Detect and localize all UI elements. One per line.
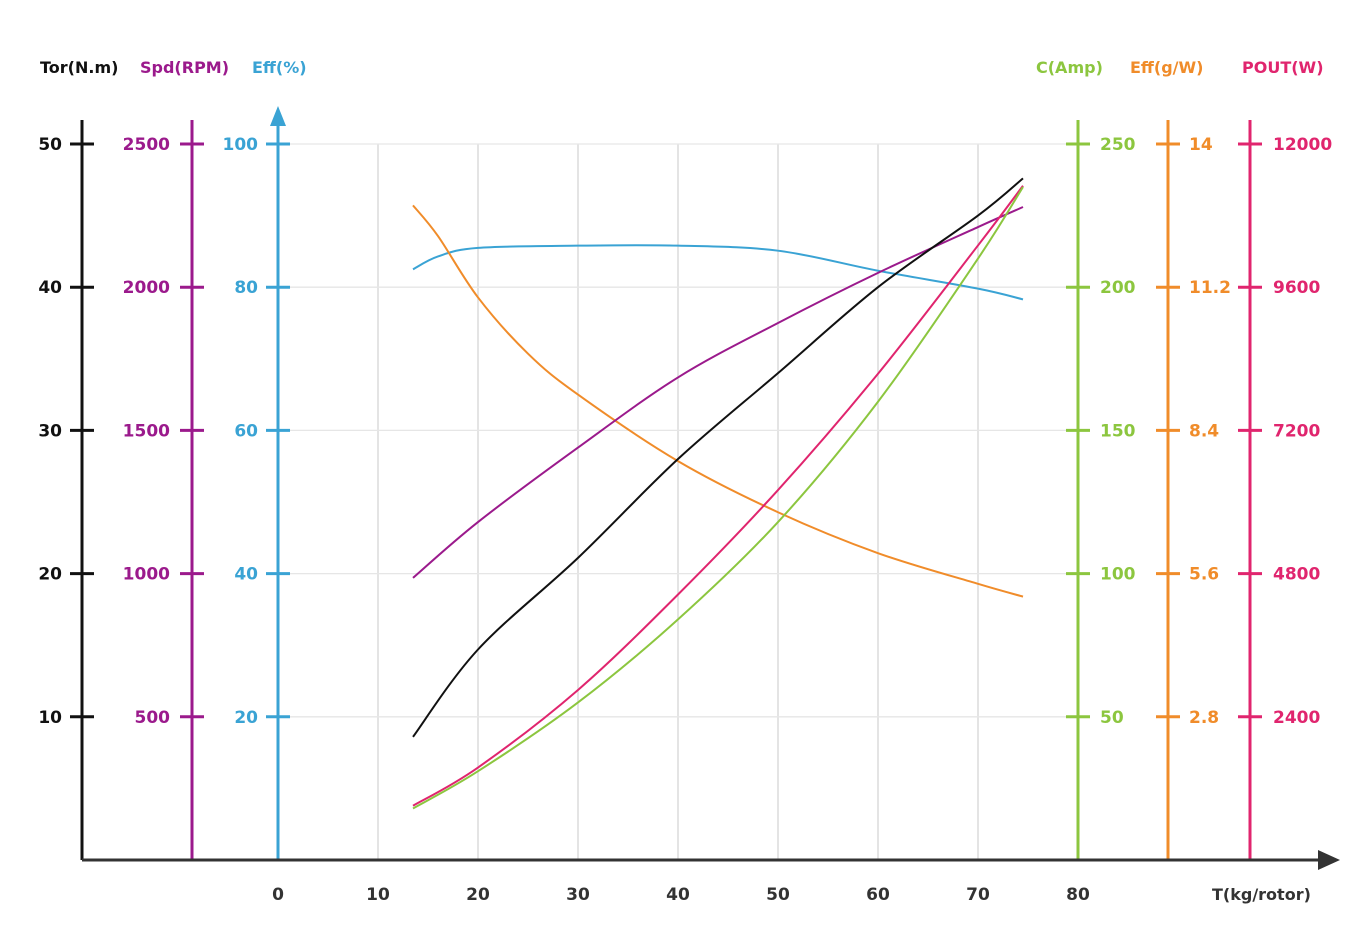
- x-tick-label: 10: [366, 885, 390, 905]
- y-axis-eff_pct: Eff(%) 20 40 60 80 100: [223, 58, 307, 860]
- curves: [412, 177, 1024, 810]
- y-tick-label: 100: [223, 135, 259, 155]
- arrow-up-icon: [270, 106, 286, 126]
- y-axis-title: Spd(RPM): [140, 58, 229, 77]
- y-tick-label: 9600: [1273, 278, 1320, 298]
- x-tick-label: 70: [966, 885, 990, 905]
- x-tick-label: 50: [766, 885, 790, 905]
- y-tick-label: 2000: [123, 278, 170, 298]
- y-tick-label: 8.4: [1189, 421, 1219, 441]
- x-axis: T(kg/rotor) 0 10 20 30 40 50 60 70 80: [82, 850, 1340, 905]
- y-tick-label: 1500: [123, 421, 170, 441]
- y-tick-label: 80: [234, 278, 258, 298]
- y-tick-label: 100: [1100, 565, 1136, 585]
- y-axis-title: POUT(W): [1242, 58, 1324, 77]
- y-tick-label: 5.6: [1189, 565, 1219, 585]
- y-axis-title: Tor(N.m): [40, 58, 118, 77]
- y-tick-label: 2400: [1273, 708, 1320, 728]
- y-tick-label: 30: [38, 421, 62, 441]
- y-axis-eff_gw: Eff(g/W) 2.8 5.6 8.4 11.2 14: [1130, 58, 1231, 860]
- y-tick-label: 14: [1189, 135, 1213, 155]
- y-axis-title: C(Amp): [1036, 58, 1103, 77]
- series-efficiency-g-w: [412, 204, 1024, 598]
- x-tick-label: 30: [566, 885, 590, 905]
- y-tick-label: 60: [234, 421, 258, 441]
- y-tick-label: 150: [1100, 421, 1136, 441]
- grid: [290, 143, 1070, 860]
- x-tick-label: 80: [1066, 885, 1090, 905]
- axes: Tor(N.m) 10 20 30 40 50 Spd(RPM) 500 1000 1500 200…: [38, 58, 1332, 860]
- y-axis-title: Eff(g/W): [1130, 58, 1203, 77]
- series-torque: [412, 177, 1024, 738]
- series-speed: [412, 206, 1024, 579]
- y-tick-label: 40: [38, 278, 62, 298]
- y-axis-torque: Tor(N.m) 10 20 30 40 50: [38, 58, 118, 860]
- x-tick-label: 40: [666, 885, 690, 905]
- y-axis-title: Eff(%): [252, 58, 307, 77]
- y-tick-label: 1000: [123, 565, 170, 585]
- y-tick-label: 4800: [1273, 565, 1320, 585]
- y-tick-label: 200: [1100, 278, 1136, 298]
- y-tick-label: 11.2: [1189, 278, 1231, 298]
- x-axis-title: T(kg/rotor): [1212, 885, 1311, 904]
- y-tick-label: 250: [1100, 135, 1136, 155]
- y-tick-label: 40: [234, 565, 258, 585]
- y-tick-label: 2.8: [1189, 708, 1219, 728]
- x-tick-label: 20: [466, 885, 490, 905]
- y-tick-label: 50: [1100, 708, 1124, 728]
- y-tick-label: 12000: [1273, 135, 1332, 155]
- series-current: [412, 186, 1024, 810]
- y-tick-label: 10: [38, 708, 62, 728]
- x-tick-label: 0: [272, 885, 284, 905]
- x-tick-label: 60: [866, 885, 890, 905]
- y-tick-label: 500: [135, 708, 171, 728]
- y-axis-current: C(Amp) 50 100 150 200 250: [1036, 58, 1136, 860]
- y-tick-label: 2500: [123, 135, 170, 155]
- x-axis-arrow-icon: [1318, 850, 1340, 870]
- series-pout: [412, 185, 1024, 807]
- y-tick-label: 50: [38, 135, 62, 155]
- y-axis-speed: Spd(RPM) 500 1000 1500 2000 2500: [123, 58, 229, 860]
- y-axis-pout: POUT(W) 2400 4800 7200 9600 12000: [1238, 58, 1332, 860]
- y-tick-label: 20: [38, 565, 62, 585]
- y-tick-label: 7200: [1273, 421, 1320, 441]
- series-efficiency: [412, 244, 1024, 301]
- y-tick-label: 20: [234, 708, 258, 728]
